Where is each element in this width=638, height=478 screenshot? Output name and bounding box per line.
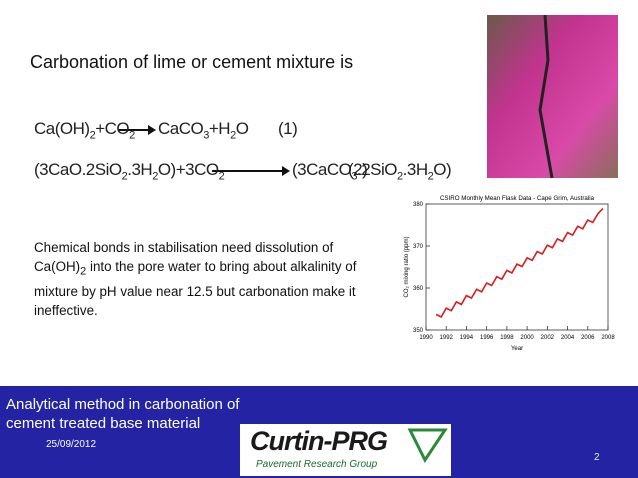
text-run: O) bbox=[433, 160, 452, 179]
text-run: .2SiO bbox=[356, 160, 398, 179]
subscript: 2 bbox=[427, 170, 434, 183]
x-tick-label: 1998 bbox=[500, 335, 514, 341]
logo-subtitle: Pavement Research Group bbox=[256, 459, 378, 470]
text-run: O)+3CO bbox=[157, 160, 219, 179]
logo-box bbox=[240, 424, 451, 476]
subscript: 2 bbox=[80, 265, 87, 278]
arrow-head bbox=[282, 166, 290, 176]
y-axis-label: CO₂ mixing ratio (ppm) bbox=[404, 236, 410, 297]
equation-number: (2) bbox=[348, 160, 368, 179]
figure-title: CSIRO Monthly Mean Flask Data - Cape Gri… bbox=[440, 195, 595, 202]
body-text: Chemical bonds in stabilisation need dis… bbox=[34, 238, 384, 320]
co2-line bbox=[435, 208, 604, 319]
subscript: 2 bbox=[397, 170, 403, 183]
equation: Ca(OH)2+CO2 bbox=[34, 119, 135, 141]
arrow-head bbox=[148, 125, 156, 135]
photo-crack bbox=[538, 14, 554, 179]
subscript: 3 bbox=[351, 170, 357, 183]
x-tick-label: 2006 bbox=[581, 335, 595, 341]
equation-product: (3CaCO3.2SiO2.3H2O) bbox=[292, 160, 452, 183]
x-tick-label: 1996 bbox=[480, 335, 494, 341]
text-run: (3CaO.2SiO bbox=[34, 160, 122, 179]
page-number: 2 bbox=[594, 452, 600, 463]
photo bbox=[487, 15, 618, 178]
text-run: +CO bbox=[95, 119, 130, 138]
subscript: 2 bbox=[121, 170, 128, 183]
text-run: into the pore water to bring about alkal… bbox=[34, 259, 357, 318]
x-tick-label: 2008 bbox=[601, 335, 615, 341]
text-run: .3H bbox=[127, 160, 153, 179]
subscript: 2 bbox=[230, 129, 236, 142]
text-run: Ca(OH) bbox=[34, 119, 90, 138]
x-tick-label: 1992 bbox=[440, 335, 454, 341]
text-run: (3CaCO bbox=[292, 160, 352, 179]
y-tick-label: 360 bbox=[413, 286, 424, 292]
text-run: CaCO bbox=[158, 119, 204, 138]
plot-frame bbox=[425, 203, 609, 331]
subscript: 2 bbox=[129, 129, 135, 142]
logo-shape bbox=[407, 428, 448, 463]
subscript: 2 bbox=[152, 170, 158, 183]
equation: (3CaO.2SiO2.3H2O)+3CO2 bbox=[34, 160, 225, 183]
figure: CSIRO Monthly Mean Flask Data - Cape Gri… bbox=[404, 195, 615, 352]
x-tick-label: 1990 bbox=[419, 335, 433, 341]
text-run: O bbox=[235, 119, 249, 138]
subscript: 3 bbox=[203, 129, 209, 142]
x-tick-label: 2004 bbox=[561, 335, 575, 341]
x-tick-label: 2000 bbox=[520, 335, 534, 341]
y-tick-label: 370 bbox=[413, 244, 424, 250]
y-tick-label: 380 bbox=[413, 202, 424, 208]
slide-title: Carbonation of lime or cement mixture is bbox=[30, 52, 354, 72]
x-tick-label: 2002 bbox=[541, 335, 555, 341]
date: 25/09/2012 bbox=[46, 439, 97, 450]
equation-product: CaCO3+H2O bbox=[158, 119, 249, 142]
subscript: 2 bbox=[89, 129, 96, 142]
x-axis-label: Year bbox=[511, 346, 523, 352]
logo-name: Curtin-PRG bbox=[250, 426, 388, 456]
footer-title: Analytical method in carbonation of ceme… bbox=[6, 396, 240, 432]
subscript: 2 bbox=[218, 170, 225, 183]
y-tick-label: 350 bbox=[413, 328, 424, 334]
text-run: .3H bbox=[402, 160, 428, 179]
text-run: +H bbox=[208, 119, 231, 138]
x-tick-label: 1994 bbox=[460, 335, 474, 341]
text-run: Chemical bonds in stabilisation need dis… bbox=[34, 240, 334, 274]
equation-number: (1) bbox=[278, 119, 298, 138]
